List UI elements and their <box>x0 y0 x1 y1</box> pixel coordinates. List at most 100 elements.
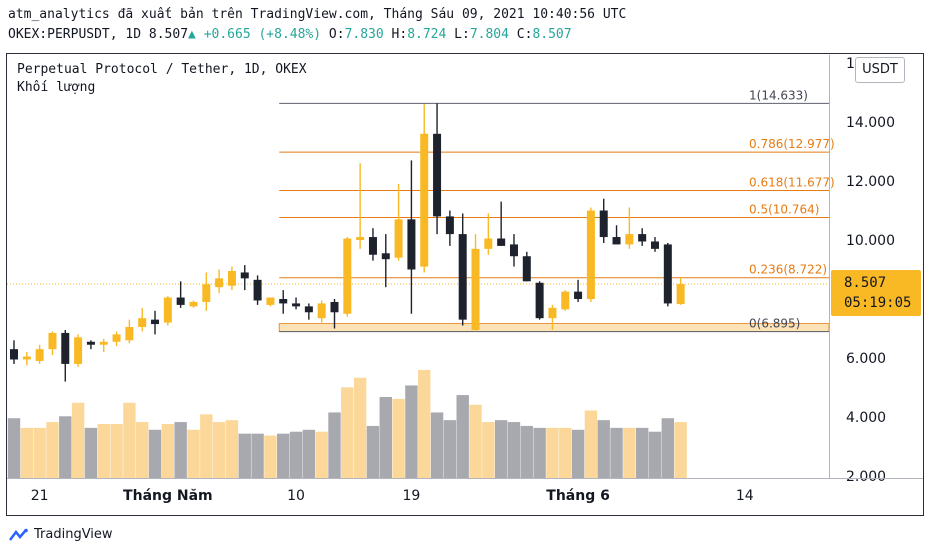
candle-body <box>599 210 608 238</box>
price-scale-divider <box>829 55 830 479</box>
last-price-text: 8.507 <box>148 27 189 42</box>
candle-body <box>663 244 672 304</box>
candle-body <box>253 279 262 301</box>
volume-label: Khối lượng <box>17 80 96 95</box>
candle-body <box>676 284 685 305</box>
y-tick-label: 2.000 <box>846 469 886 485</box>
candle-body <box>509 244 518 257</box>
fib-level-label: 1(14.633) <box>749 88 808 102</box>
candle-body <box>381 253 390 260</box>
volume-bar <box>661 418 675 478</box>
volume-bar <box>84 427 98 478</box>
candle-body <box>176 297 185 305</box>
candle-body <box>638 234 647 242</box>
open-label: O: <box>328 27 345 42</box>
volume-bar <box>571 429 585 478</box>
low-label: L: <box>454 27 470 42</box>
candle-body <box>292 303 301 307</box>
volume-bar <box>482 422 495 478</box>
volume-bar <box>546 427 559 478</box>
candle-body <box>227 270 236 286</box>
volume-bar <box>7 418 21 478</box>
candle-body <box>612 237 621 245</box>
volume-bar <box>635 427 649 478</box>
fib-level-label: 0.236(8.722) <box>749 263 827 277</box>
volume-bar <box>212 422 226 478</box>
tradingview-logo-icon <box>9 528 28 541</box>
volume-bar <box>610 427 623 478</box>
candle-body <box>240 272 249 279</box>
candle-body <box>266 297 275 305</box>
y-tick-label: 12.000 <box>846 174 895 190</box>
candle-body <box>343 238 352 314</box>
fib-level-label: 0(6.895) <box>749 317 800 331</box>
close-value: 8.507 <box>532 27 572 42</box>
fib-level-label: 0.618(11.677) <box>749 176 835 190</box>
chart-panel[interactable] <box>6 53 924 516</box>
volume-bar <box>315 431 328 478</box>
candle-body <box>522 256 531 282</box>
volume-bar <box>469 404 482 478</box>
volume-bar <box>379 397 392 478</box>
volume-bar <box>71 402 85 478</box>
volume-bar <box>264 435 277 478</box>
candle-body <box>279 299 288 304</box>
symbol-text: OKEX:PERPUSDT, 1D <box>8 27 142 42</box>
volume-bar <box>33 427 46 478</box>
volume-bar <box>46 422 59 478</box>
volume-bar <box>136 422 149 478</box>
open-value: 7.830 <box>344 27 384 42</box>
candle-body <box>304 306 313 313</box>
candle-body <box>215 278 224 288</box>
volume-bar <box>559 427 572 478</box>
candle-body <box>625 234 634 245</box>
candle-body <box>484 238 493 249</box>
candle-body <box>574 291 583 299</box>
candle-body <box>86 341 95 345</box>
x-tick-label: Tháng 6 <box>546 488 610 504</box>
candle-body <box>189 301 198 307</box>
candle-body <box>586 210 595 299</box>
candle-body <box>497 238 506 246</box>
tradingview-brand: TradingView <box>34 527 113 542</box>
x-tick-label: 19 <box>403 488 421 504</box>
candle-body <box>535 282 544 319</box>
candle-body <box>22 356 31 360</box>
candle-body <box>163 297 172 323</box>
candle-body <box>458 234 467 320</box>
volume-bar <box>533 427 546 478</box>
change-text: +0.665 (+8.48%) <box>203 27 322 42</box>
up-arrow-icon: ▲ <box>188 27 196 42</box>
volume-bar <box>200 414 213 478</box>
volume-bar <box>20 427 34 478</box>
tradingview-logo[interactable]: TradingView <box>8 527 113 542</box>
publisher-text: atm_analytics đã xuất bản trên TradingVi… <box>8 7 627 22</box>
candle-body <box>138 318 147 328</box>
candle-body <box>317 303 326 319</box>
volume-bar <box>277 433 290 478</box>
fib-level-label: 0.786(12.977) <box>749 137 835 151</box>
candle-body <box>420 133 429 267</box>
y-tick-label: 4.000 <box>846 410 886 426</box>
candle-body <box>112 334 121 342</box>
volume-bar <box>110 424 123 478</box>
ohlc-line: OKEX:PERPUSDT, 1D 8.507▲ +0.665 (+8.48%)… <box>8 27 572 42</box>
chart-title: Perpetual Protocol / Tether, 1D, OKEX <box>17 62 307 77</box>
volume-bar <box>225 420 239 478</box>
candle-body <box>151 319 160 325</box>
candle-body <box>394 219 403 258</box>
x-tick-label: 21 <box>31 488 49 504</box>
volume-bar <box>174 422 187 478</box>
volume-bar <box>341 387 354 478</box>
currency-button[interactable]: USDT <box>855 57 905 83</box>
volume-bar <box>238 433 251 478</box>
volume-bar <box>648 431 662 478</box>
volume-bar <box>405 385 418 478</box>
volume-bar <box>366 425 380 478</box>
x-tick-label: 10 <box>287 488 305 504</box>
candle-body <box>407 219 416 270</box>
high-value: 8.724 <box>407 27 447 42</box>
volume-bar <box>430 412 444 478</box>
volume-bar <box>161 424 175 478</box>
